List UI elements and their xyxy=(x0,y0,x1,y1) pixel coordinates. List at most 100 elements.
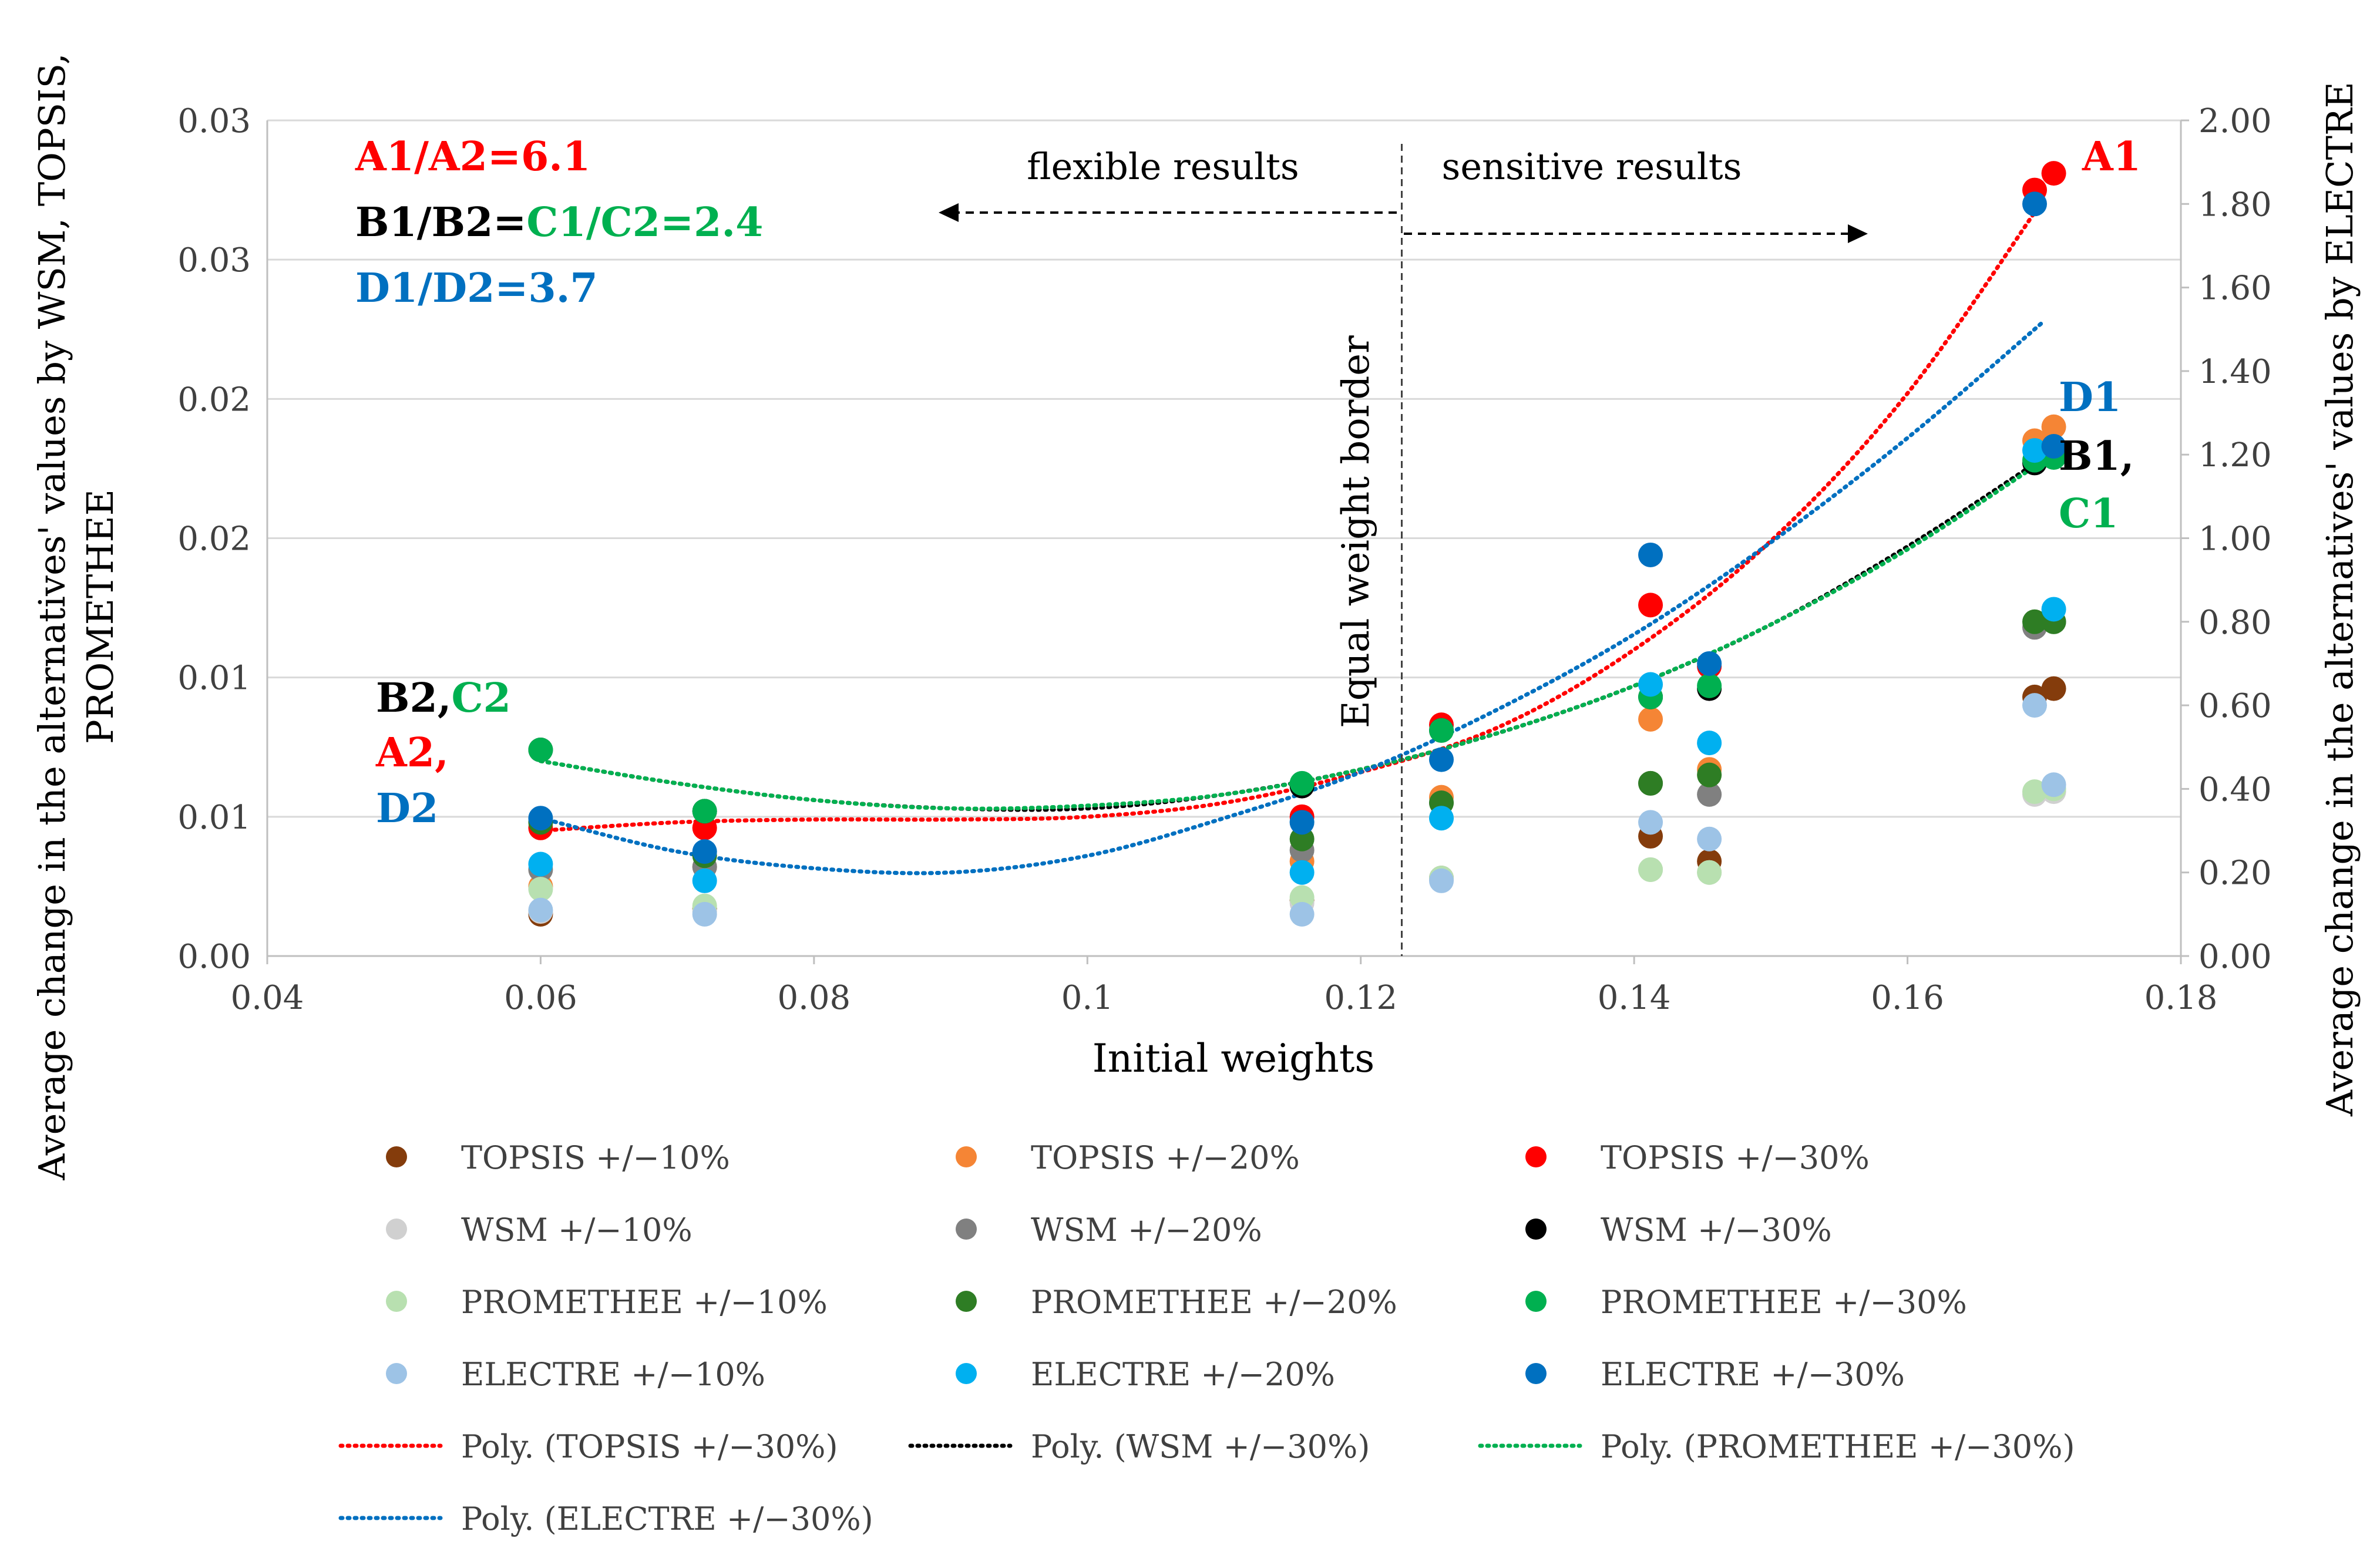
y-right-tick-label: 1.40 xyxy=(2199,353,2272,391)
label-d2: D2 xyxy=(376,785,438,832)
data-point xyxy=(528,877,553,902)
axes: 0.00 0.01 0.01 0.02 0.02 0.03 0.03 0.00 0.20 0.40… xyxy=(177,102,2271,1017)
data-point xyxy=(2022,779,2047,805)
data-point xyxy=(1429,868,1454,893)
data-point xyxy=(2041,433,2066,459)
ratio-bc-label: B1/B2=C1/C2=2.4 xyxy=(355,199,763,246)
y-right-tick-label: 0.20 xyxy=(2199,854,2272,893)
data-point xyxy=(2022,438,2047,463)
data-point xyxy=(1289,860,1315,885)
data-points xyxy=(528,161,2066,927)
y-right-tick-label: 1.80 xyxy=(2199,186,2272,224)
y-right-tick-label: 1.20 xyxy=(2199,436,2272,474)
label-a2: A2, xyxy=(375,729,449,776)
x-tick-label: 0.14 xyxy=(1598,979,1671,1017)
y-axis-left-title-line2: PROMETHEE xyxy=(79,489,122,744)
legend-marker xyxy=(1525,1291,1547,1312)
x-tick-label: 0.16 xyxy=(1871,979,1944,1017)
legend-label: ELECTRE +/−10% xyxy=(461,1356,765,1393)
data-point xyxy=(2022,191,2047,217)
y-axis-right-title: Average change in the alternatives' valu… xyxy=(2318,82,2361,1117)
ratio-b-label: B1/B2= xyxy=(355,199,526,246)
legend-label: Poly. (TOPSIS +/−30%) xyxy=(461,1428,838,1465)
trendline xyxy=(538,319,2046,876)
legend-marker xyxy=(386,1363,407,1384)
x-tick-label: 0.08 xyxy=(778,979,851,1017)
legend-marker xyxy=(956,1146,977,1167)
data-point xyxy=(2041,772,2066,797)
data-point xyxy=(1638,706,1663,732)
x-tick-label: 0.04 xyxy=(231,979,304,1017)
label-c1: C1 xyxy=(2059,490,2118,537)
legend: TOPSIS +/−10% TOPSIS +/−20% TOPSIS +/−30% W… xyxy=(338,1139,2075,1537)
ratio-d-label: D1/D2=3.7 xyxy=(355,265,598,312)
data-point xyxy=(2041,161,2066,186)
data-point xyxy=(1697,762,1722,787)
data-point xyxy=(2041,414,2066,439)
data-point xyxy=(1697,860,1722,885)
data-point xyxy=(2022,609,2047,634)
legend-label: ELECTRE +/−30% xyxy=(1601,1356,1905,1393)
legend-marker xyxy=(956,1291,977,1312)
y-axis-left-title: Average change in the alternatives' valu… xyxy=(31,53,122,1180)
legend-label: Poly. (PROMETHEE +/−30%) xyxy=(1601,1428,2075,1465)
x-axis-title: Initial weights xyxy=(1092,1036,1375,1081)
data-point xyxy=(1429,747,1454,772)
y-left-tick-label: 0.01 xyxy=(177,659,251,698)
label-b2-c2: B2,C2 xyxy=(376,675,511,722)
data-point xyxy=(1697,782,1722,807)
x-tick-label: 0.18 xyxy=(2144,979,2218,1017)
data-point xyxy=(692,868,717,893)
data-point xyxy=(1697,651,1722,676)
data-point xyxy=(1638,857,1663,882)
y-right-tick-label: 1.60 xyxy=(2199,270,2272,308)
flexible-results-label: flexible results xyxy=(1027,145,1299,188)
label-c2: C2 xyxy=(451,675,510,722)
data-point xyxy=(528,806,553,831)
legend-label: ELECTRE +/−20% xyxy=(1031,1356,1335,1393)
data-point xyxy=(528,851,553,877)
ratio-a-label: A1/A2=6.1 xyxy=(355,133,590,180)
legend-label: PROMETHEE +/−30% xyxy=(1601,1284,1967,1321)
data-point xyxy=(528,737,553,762)
x-tick-label: 0.12 xyxy=(1324,979,1397,1017)
data-point xyxy=(2041,676,2066,701)
legend-label: PROMETHEE +/−20% xyxy=(1031,1284,1397,1321)
y-left-tick-label: 0.02 xyxy=(177,520,251,558)
data-point xyxy=(1638,593,1663,618)
x-tick-label: 0.1 xyxy=(1061,979,1114,1017)
sensitive-results-label: sensitive results xyxy=(1442,145,1742,188)
data-point xyxy=(1638,672,1663,697)
data-point xyxy=(692,839,717,864)
data-point xyxy=(1638,542,1663,567)
trendline xyxy=(538,196,2046,833)
x-tick-label: 0.06 xyxy=(504,979,577,1017)
legend-label: TOPSIS +/−30% xyxy=(1601,1139,1870,1176)
legend-label: Poly. (WSM +/−30%) xyxy=(1031,1428,1370,1465)
y-left-tick-label: 0.01 xyxy=(177,799,251,837)
legend-marker xyxy=(1525,1219,1547,1240)
y-right-tick-label: 0.80 xyxy=(2199,604,2272,642)
label-d1: D1 xyxy=(2059,374,2121,421)
data-point xyxy=(2022,693,2047,718)
legend-marker xyxy=(956,1363,977,1384)
legend-marker xyxy=(386,1146,407,1167)
data-point xyxy=(1289,770,1315,796)
data-point xyxy=(1289,810,1315,835)
legend-label: TOPSIS +/−20% xyxy=(1031,1139,1300,1176)
legend-label: WSM +/−20% xyxy=(1031,1211,1262,1248)
y-right-tick-label: 1.00 xyxy=(2199,520,2272,558)
legend-label: WSM +/−10% xyxy=(461,1211,693,1248)
data-point xyxy=(1697,673,1722,698)
data-point xyxy=(1638,770,1663,796)
y-left-tick-label: 0.03 xyxy=(177,102,251,140)
y-right-tick-label: 2.00 xyxy=(2199,102,2272,140)
flexible-arrow-head xyxy=(939,203,959,222)
legend-marker xyxy=(386,1219,407,1240)
data-point xyxy=(2041,597,2066,622)
legend-label: Poly. (ELECTRE +/−30%) xyxy=(461,1500,873,1537)
data-point xyxy=(528,897,553,923)
legend-label: PROMETHEE +/−10% xyxy=(461,1284,828,1321)
data-point xyxy=(1429,806,1454,831)
